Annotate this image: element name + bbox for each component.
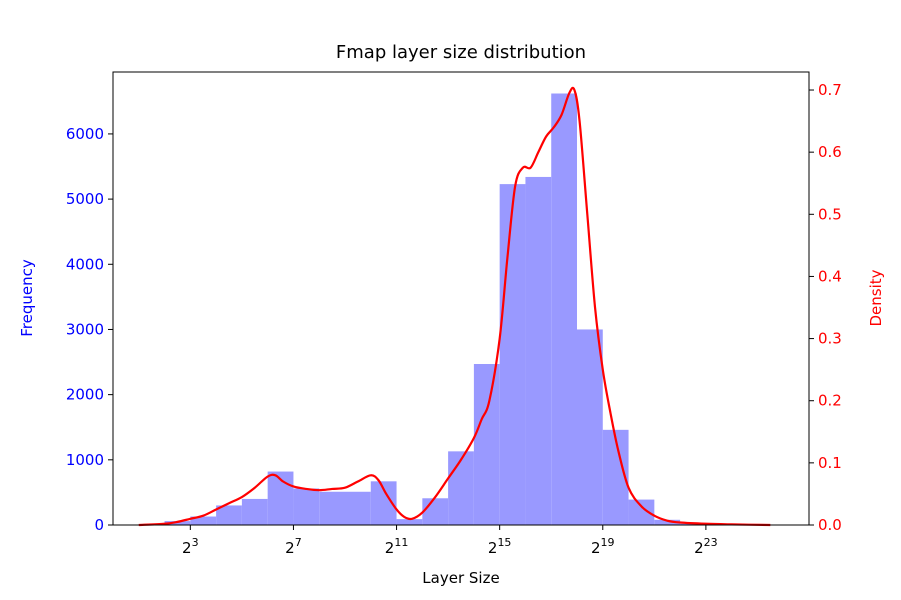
left-axis: 0 1000 2000 3000 4000 5000 6000 bbox=[66, 125, 113, 534]
histogram-bar-17 bbox=[577, 329, 603, 525]
histogram-bar-6 bbox=[293, 488, 320, 525]
histogram-bar-16 bbox=[551, 93, 577, 526]
x-tick-label-2: 211 bbox=[385, 536, 409, 557]
right-tick-label-1: 0.1 bbox=[818, 454, 842, 472]
right-tick-label-5: 0.5 bbox=[818, 205, 842, 223]
y-axis-left-label: Frequency bbox=[18, 259, 36, 337]
right-tick-label-3: 0.3 bbox=[818, 330, 842, 348]
right-axis: 0.0 0.1 0.2 0.3 0.4 0.5 0.6 0.7 bbox=[809, 81, 842, 534]
right-tick-label-7: 0.7 bbox=[818, 81, 842, 99]
histogram-bar-1 bbox=[164, 521, 191, 525]
x-tick-label-4: 219 bbox=[591, 536, 615, 557]
x-tick-label-1: 27 bbox=[285, 536, 302, 557]
histogram-bar-13 bbox=[473, 364, 500, 525]
histogram-bar-14 bbox=[499, 184, 526, 525]
left-tick-label-4: 4000 bbox=[66, 255, 104, 273]
left-tick-label-2: 2000 bbox=[66, 386, 104, 404]
histogram-bar-11 bbox=[422, 498, 449, 525]
x-axis: 23 27 211 215 219 223 bbox=[182, 525, 718, 557]
histogram-bar-3 bbox=[216, 505, 242, 525]
y-axis-right-label: Density bbox=[867, 269, 885, 326]
histogram-bar-15 bbox=[525, 176, 552, 525]
left-tick-label-6: 6000 bbox=[66, 125, 104, 143]
histogram-bar-20 bbox=[654, 519, 681, 525]
x-axis-label: Layer Size bbox=[422, 569, 499, 587]
histogram-bar-21 bbox=[680, 523, 706, 525]
right-tick-label-4: 0.4 bbox=[818, 267, 842, 285]
histogram-bar-12 bbox=[448, 451, 474, 525]
left-tick-label-0: 0 bbox=[94, 516, 104, 534]
histogram-bar-10 bbox=[396, 519, 423, 525]
left-tick-label-1: 1000 bbox=[66, 451, 104, 469]
histogram-bar-8 bbox=[345, 491, 371, 525]
right-tick-label-6: 0.6 bbox=[818, 143, 842, 161]
histogram-bar-7 bbox=[319, 491, 345, 525]
x-tick-label-3: 215 bbox=[488, 536, 512, 557]
right-tick-label-2: 0.2 bbox=[818, 392, 842, 410]
x-tick-label-0: 23 bbox=[182, 536, 199, 557]
left-tick-label-3: 3000 bbox=[66, 320, 104, 338]
density-curve bbox=[138, 86, 771, 527]
histogram-bars bbox=[138, 93, 706, 526]
histogram-bar-2 bbox=[190, 516, 217, 525]
histogram-bar-4 bbox=[241, 498, 268, 525]
right-tick-label-0: 0.0 bbox=[818, 516, 842, 534]
chart-title: Fmap layer size distribution bbox=[336, 42, 586, 63]
left-tick-label-5: 5000 bbox=[66, 190, 104, 208]
x-tick-label-5: 223 bbox=[694, 536, 718, 557]
plot-frame bbox=[112, 71, 810, 526]
density-curve-layer bbox=[138, 86, 771, 527]
